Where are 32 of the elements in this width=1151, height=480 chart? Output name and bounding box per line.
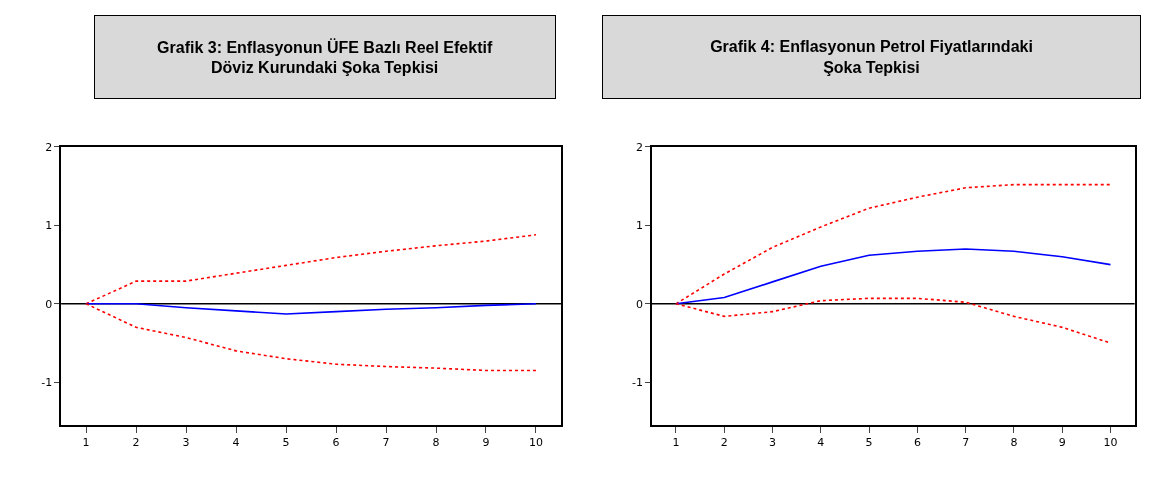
x-tick-label: 3 [182, 436, 190, 450]
x-tick-label: 4 [817, 436, 825, 450]
line-series [675, 248, 1112, 305]
y-tick-label: 0 [635, 297, 643, 311]
x-tick-label: 9 [1058, 436, 1066, 450]
x-tick-label: 1 [82, 436, 90, 450]
y-tick-label: 1 [635, 219, 643, 233]
y-tick-label: 2 [635, 140, 643, 154]
x-tick-label: 2 [720, 436, 728, 450]
x-tick-label: 4 [232, 436, 240, 450]
x-tick-label: 5 [282, 436, 290, 450]
x-tick-label: 5 [865, 436, 873, 450]
x-tick-label: 1 [672, 436, 680, 450]
x-tick-label: 10 [528, 436, 543, 450]
y-tick-label: 1 [45, 219, 53, 233]
y-tick-label: 2 [45, 140, 53, 154]
y-tick-label: 0 [45, 297, 53, 311]
x-tick-label: 8 [1010, 436, 1018, 450]
x-tick-label: 6 [913, 436, 921, 450]
chart-title: Grafik 4: Enflasyonun Petrol Fiyatlarındaki Şoka Tepkisi [710, 38, 1033, 76]
line-series [85, 303, 537, 315]
x-tick-label: 7 [962, 436, 970, 450]
y-tick-label: -1 [631, 376, 643, 390]
chart-title: Grafik 3: Enflasyonun ÜFE Bazlı Reel Efektif Döviz Kurundaki Şoka Tepkisi [157, 37, 493, 77]
x-tick-label: 3 [769, 436, 777, 450]
x-tick-label: 7 [382, 436, 390, 450]
y-tick-label: -1 [41, 376, 53, 390]
x-tick-label: 2 [132, 436, 140, 450]
x-tick-label: 6 [332, 436, 340, 450]
x-tick-label: 8 [432, 436, 440, 450]
x-tick-label: 10 [1103, 436, 1118, 450]
x-tick-label: 9 [482, 436, 490, 450]
